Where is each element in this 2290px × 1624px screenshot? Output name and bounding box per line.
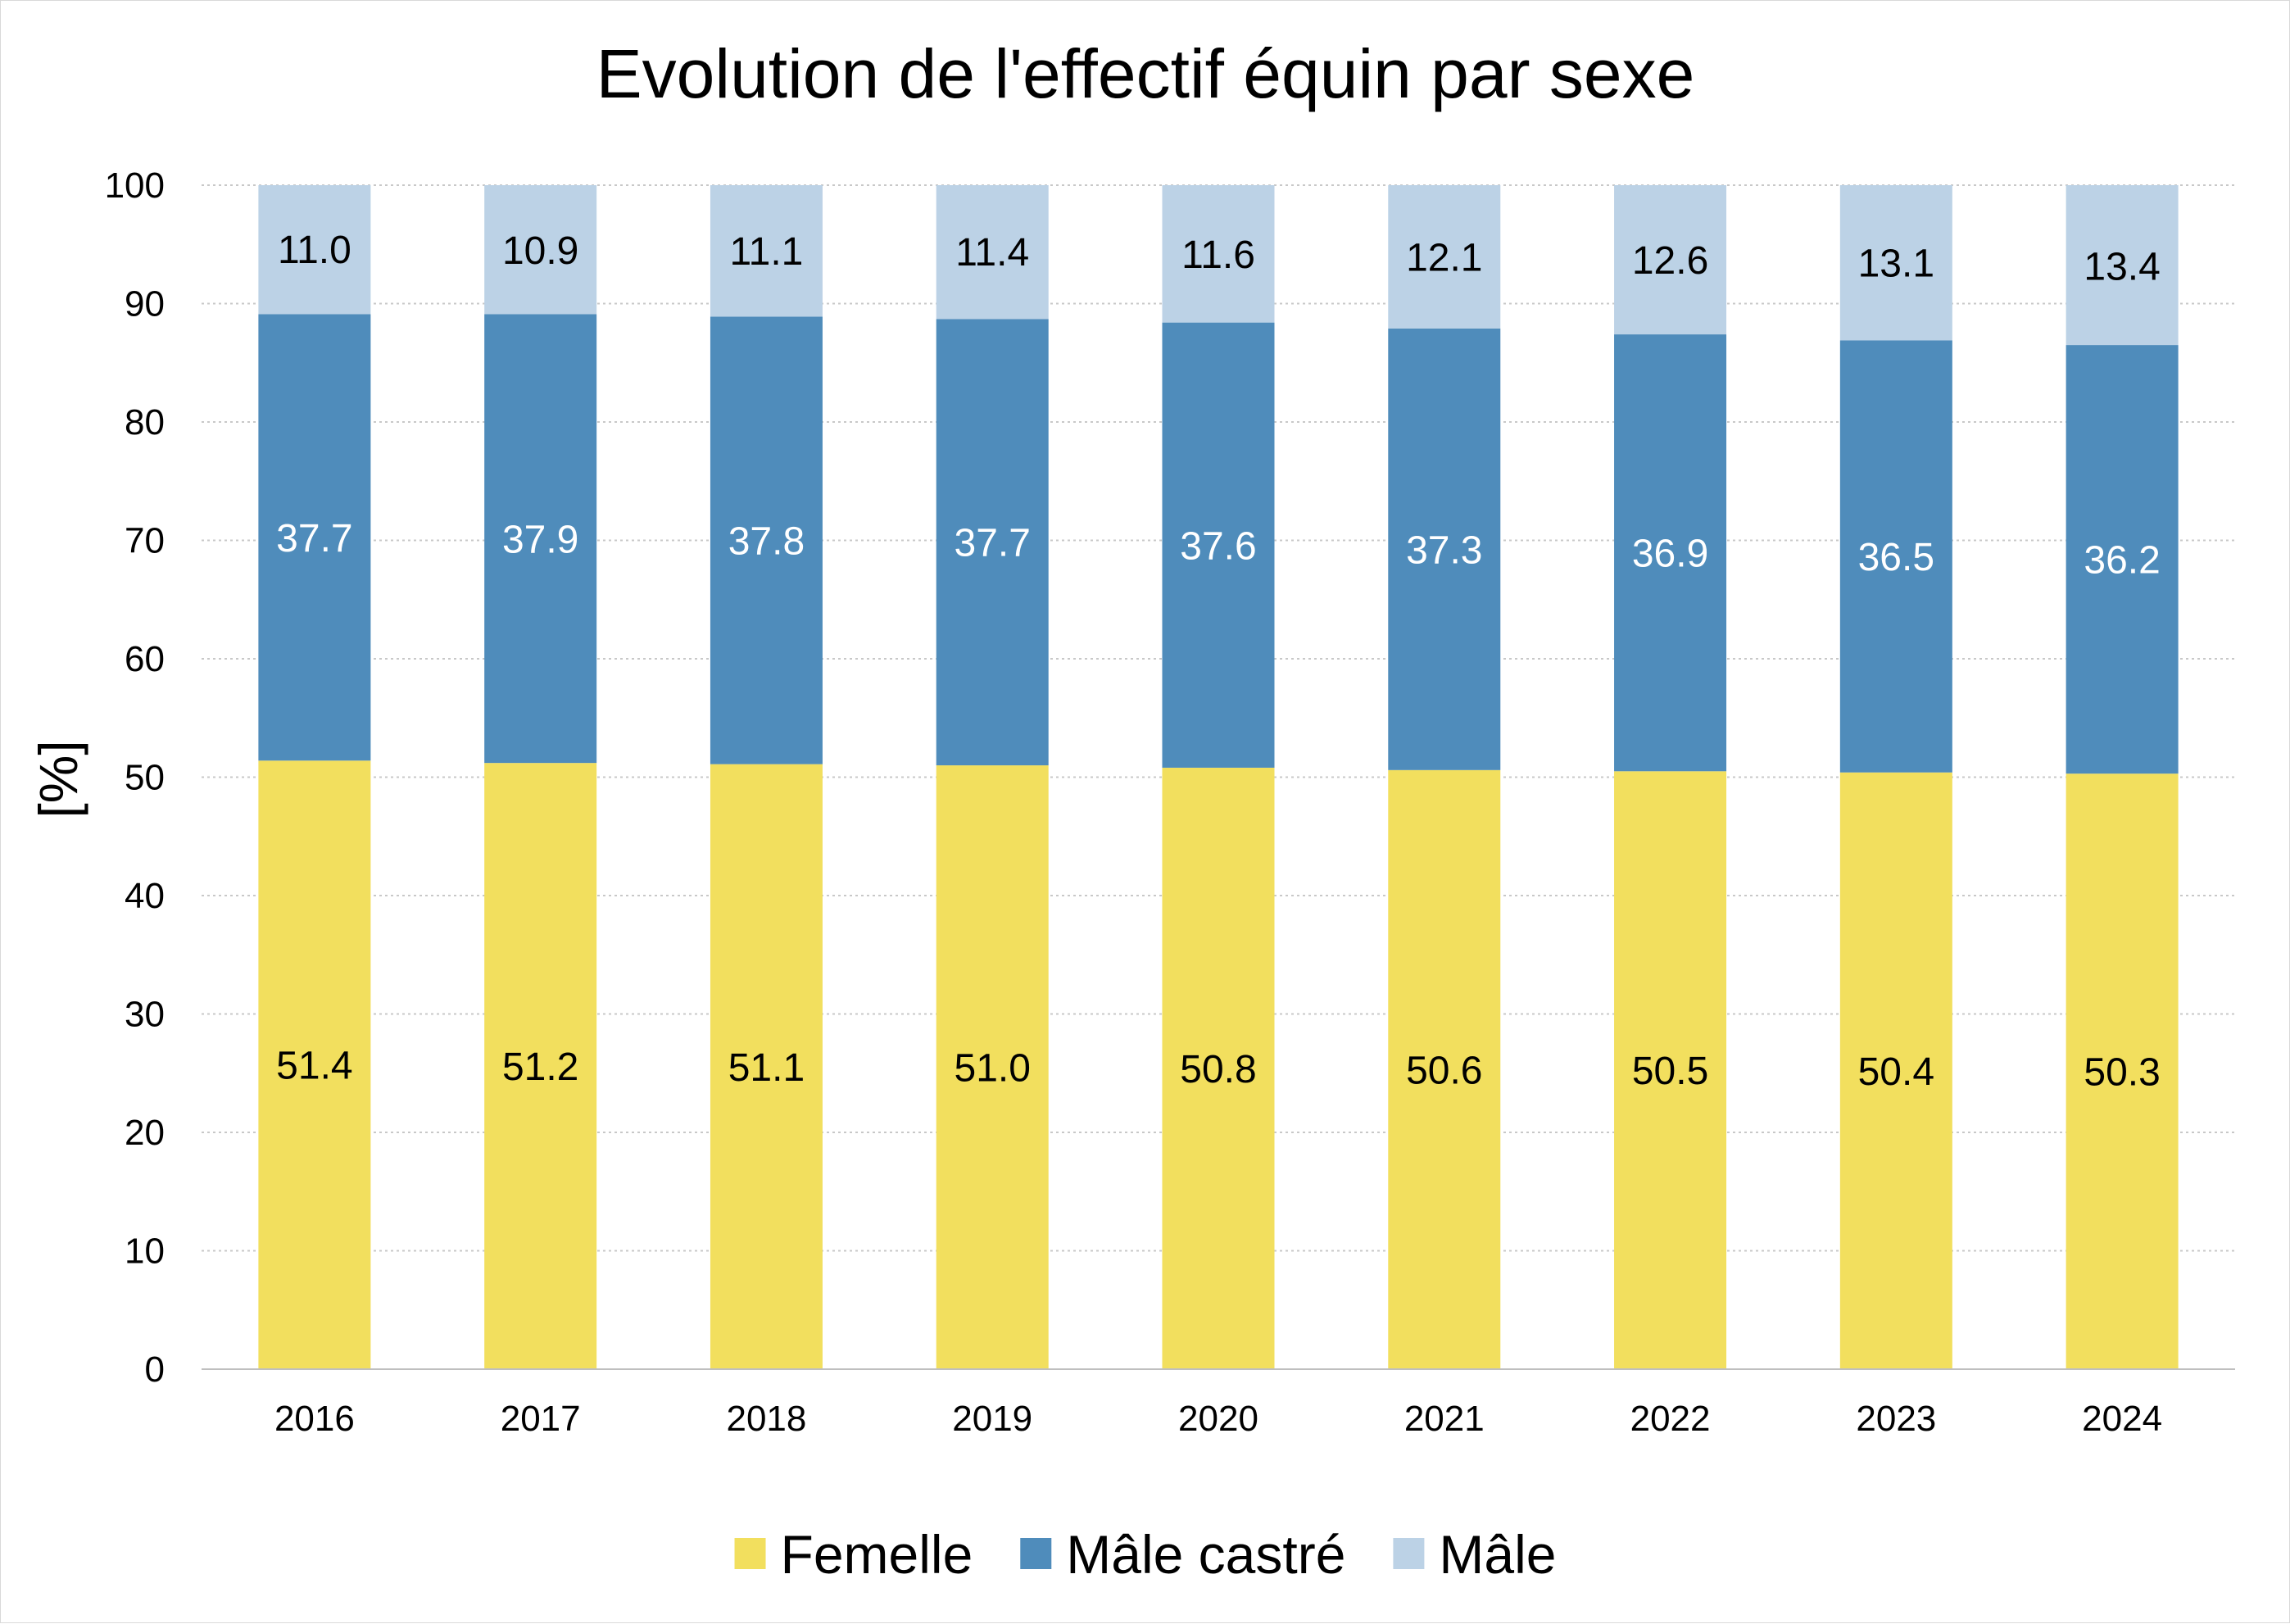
bar-mâle-castré-2018: [710, 316, 823, 764]
data-label-mâle-castré-2022: 36.9: [1632, 533, 1708, 576]
bar-mâle-castré-2020: [1162, 322, 1275, 768]
data-label-femelle-2020: 50.8: [1180, 1048, 1256, 1091]
data-label-mâle-2016: 11.0: [278, 229, 351, 272]
x-tick-label-2018: 2018: [726, 1399, 806, 1439]
bar-mâle-2017: [484, 185, 597, 315]
bar-mâle-castré-2019: [936, 319, 1049, 766]
data-label-mâle-2019: 11.4: [955, 231, 1029, 274]
y-tick-label-50: 50: [125, 758, 165, 798]
legend-swatch-mâle: [1393, 1538, 1425, 1569]
data-label-mâle-2017: 10.9: [502, 229, 578, 273]
bar-mâle-2024: [2066, 185, 2179, 346]
x-tick-label-2020: 2020: [1178, 1399, 1258, 1439]
bar-mâle-castré-2022: [1614, 334, 1727, 772]
x-tick-label-2021: 2021: [1404, 1399, 1485, 1439]
bar-mâle-2018: [710, 185, 823, 317]
data-label-mâle-2023: 13.1: [1858, 243, 1934, 286]
y-tick-label-80: 80: [125, 402, 165, 442]
data-label-mâle-castré-2016: 37.7: [276, 517, 352, 560]
y-tick-label-40: 40: [125, 876, 165, 916]
bar-femelle-2023: [1839, 772, 1952, 1369]
bar-mâle-2020: [1162, 185, 1275, 323]
data-label-mâle-castré-2023: 36.5: [1858, 536, 1934, 579]
bar-femelle-2021: [1388, 769, 1501, 1369]
y-tick-label-10: 10: [125, 1232, 165, 1272]
bar-femelle-2018: [710, 764, 823, 1369]
bar-mâle-2022: [1614, 185, 1727, 335]
bar-mâle-castré-2024: [2066, 345, 2179, 774]
bar-mâle-castré-2023: [1839, 340, 1952, 773]
data-label-mâle-2020: 11.6: [1181, 234, 1255, 277]
bar-femelle-2022: [1614, 771, 1727, 1369]
data-label-femelle-2024: 50.3: [2084, 1051, 2160, 1095]
data-label-femelle-2016: 51.4: [276, 1045, 352, 1088]
bar-femelle-2017: [484, 763, 597, 1369]
data-label-femelle-2021: 50.6: [1406, 1049, 1482, 1092]
bar-mâle-castré-2016: [258, 314, 371, 761]
x-tick-label-2022: 2022: [1630, 1399, 1711, 1439]
y-tick-label-0: 0: [145, 1350, 165, 1390]
y-tick-label-20: 20: [125, 1113, 165, 1153]
legend-label-femelle: Femelle: [781, 1524, 973, 1585]
data-label-mâle-2021: 12.1: [1406, 236, 1482, 279]
y-tick-label-100: 100: [105, 166, 165, 206]
legend-swatch-mâle-castré: [1020, 1538, 1052, 1569]
data-label-femelle-2019: 51.0: [955, 1047, 1031, 1091]
data-label-mâle-2022: 12.6: [1632, 239, 1708, 283]
y-axis-label: [%]: [28, 740, 88, 818]
bar-mâle-2023: [1839, 185, 1952, 341]
y-tick-label-70: 70: [125, 521, 165, 561]
data-label-femelle-2017: 51.2: [502, 1046, 578, 1089]
legend: Femelle Mâle castré Mâle: [734, 1524, 1556, 1585]
y-tick-label-90: 90: [125, 284, 165, 324]
data-label-femelle-2018: 51.1: [728, 1046, 805, 1090]
x-tick-label-2017: 2017: [501, 1399, 581, 1439]
data-label-mâle-castré-2024: 36.2: [2084, 539, 2160, 583]
data-labels: 51.4 37.7 11.0 51.2 37.9 10.9 51.1 37.8 11.1 51.0…: [276, 229, 2161, 1095]
x-tick-label-2023: 2023: [1856, 1399, 1936, 1439]
data-label-mâle-castré-2020: 37.6: [1180, 524, 1256, 568]
bar-mâle-2016: [258, 185, 371, 315]
bar-femelle-2020: [1162, 767, 1275, 1369]
x-tick-label-2019: 2019: [952, 1399, 1032, 1439]
y-tick-label-60: 60: [125, 639, 165, 679]
data-label-mâle-2018: 11.1: [730, 230, 804, 274]
bar-femelle-2019: [936, 765, 1049, 1369]
y-tick-label-30: 30: [125, 995, 165, 1035]
x-tick-label-2024: 2024: [2082, 1399, 2162, 1439]
data-label-femelle-2023: 50.4: [1858, 1050, 1934, 1094]
data-label-mâle-castré-2021: 37.3: [1406, 528, 1482, 572]
bar-mâle-2019: [936, 185, 1049, 320]
data-label-mâle-castré-2018: 37.8: [728, 520, 805, 564]
chart-title: Evolution de l'effectif équin par sexe: [596, 35, 1695, 112]
legend-swatch-femelle: [734, 1538, 766, 1569]
data-label-mâle-castré-2017: 37.9: [502, 518, 578, 561]
axes: 0 10 20 30 40 50 60 70 80 90 100 2016 2017 2018 2019 20…: [105, 166, 2235, 1439]
x-tick-label-2016: 2016: [274, 1399, 355, 1439]
bar-mâle-2021: [1388, 185, 1501, 329]
data-label-femelle-2022: 50.5: [1632, 1050, 1708, 1093]
bar-mâle-castré-2017: [484, 314, 597, 764]
bar-femelle-2024: [2066, 773, 2179, 1369]
bar-femelle-2016: [258, 760, 371, 1369]
bars: [258, 185, 2179, 1369]
bar-mâle-castré-2021: [1388, 328, 1501, 770]
data-label-mâle-2024: 13.4: [2084, 245, 2160, 288]
legend-label-mâle-castré: Mâle castré: [1066, 1524, 1345, 1585]
legend-label-mâle: Mâle: [1439, 1524, 1556, 1585]
data-label-mâle-castré-2019: 37.7: [955, 522, 1031, 565]
